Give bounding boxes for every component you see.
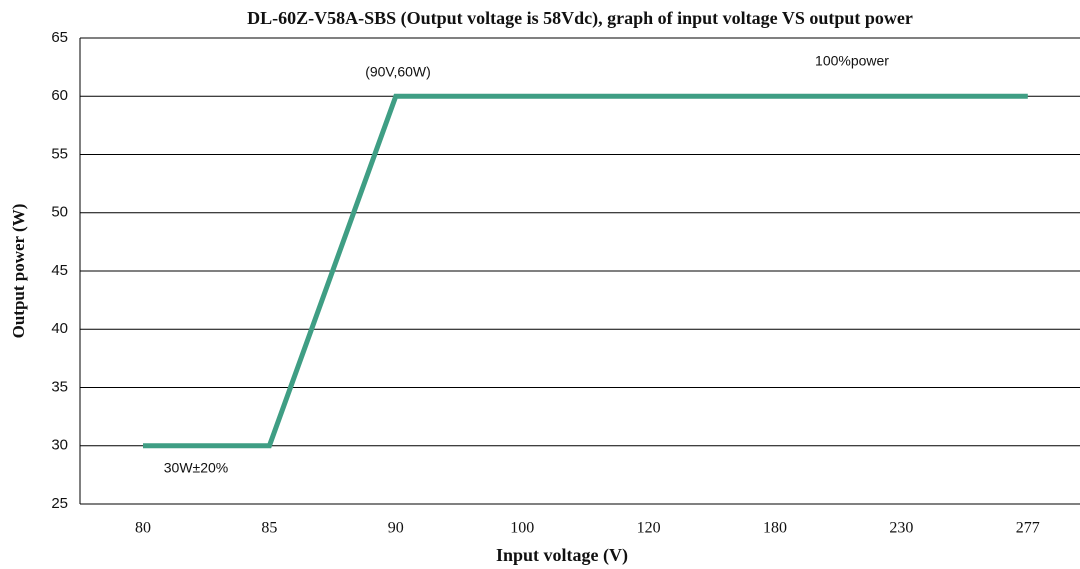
chart-title: DL-60Z-V58A-SBS (Output voltage is 58Vdc…: [247, 8, 913, 29]
x-tick-label: 85: [261, 520, 277, 537]
x-tick-label: 90: [388, 520, 404, 537]
x-tick-label: 230: [889, 520, 913, 537]
y-axis-title: Output power (W): [9, 204, 28, 339]
x-tick-label: 120: [637, 520, 661, 537]
data-line: [143, 93, 1028, 449]
y-tick-label: 55: [51, 145, 68, 162]
annotation: (90V,60W): [365, 64, 431, 80]
x-tick-label: 80: [135, 520, 151, 537]
y-tick-label: 45: [51, 262, 68, 279]
x-tick-label: 100: [510, 520, 534, 537]
annotation: 100%power: [815, 53, 889, 69]
x-tick-label: 277: [1016, 520, 1040, 537]
y-tick-label: 30: [51, 437, 68, 454]
y-tick-label: 35: [51, 378, 68, 395]
x-axis-title: Input voltage (V): [496, 545, 628, 566]
y-tick-label: 65: [51, 29, 68, 46]
y-tick-label: 25: [51, 495, 68, 512]
x-tick-label: 180: [763, 520, 787, 537]
y-tick-label: 40: [51, 320, 68, 337]
y-tick-label: 60: [51, 87, 68, 104]
y-tick-label: 50: [51, 204, 68, 221]
annotation: 30W±20%: [164, 460, 229, 476]
